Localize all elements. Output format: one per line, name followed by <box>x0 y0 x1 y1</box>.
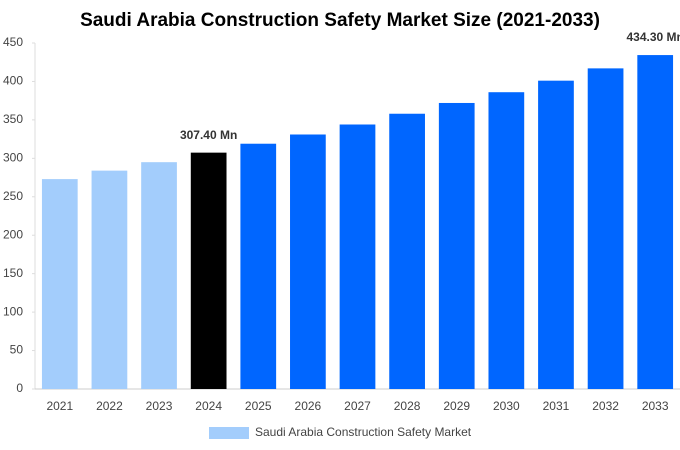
value-label: 307.40 Mn <box>180 128 237 142</box>
x-tick-label: 2023 <box>146 399 173 413</box>
legend-label: Saudi Arabia Construction Safety Market <box>255 425 472 439</box>
x-tick-label: 2021 <box>46 399 73 413</box>
chart-title: Saudi Arabia Construction Safety Market … <box>80 10 600 31</box>
x-tick-label: 2030 <box>493 399 520 413</box>
x-tick-label: 2032 <box>592 399 619 413</box>
bar <box>488 92 525 389</box>
x-tick-label: 2028 <box>394 399 421 413</box>
bar <box>240 143 277 389</box>
y-tick-label: 0 <box>16 381 23 395</box>
y-tick-label: 450 <box>3 35 23 49</box>
bar <box>538 80 574 390</box>
x-tick-label: 2026 <box>295 399 322 413</box>
bar <box>339 124 376 389</box>
y-tick-label: 100 <box>3 304 23 318</box>
bar <box>91 170 128 389</box>
bar <box>141 162 177 389</box>
legend-swatch <box>209 427 249 439</box>
bar <box>190 152 227 389</box>
bar <box>637 55 674 389</box>
y-tick-label: 250 <box>3 189 23 203</box>
y-tick-label: 350 <box>3 112 23 126</box>
y-tick-label: 200 <box>3 227 23 241</box>
x-tick-label: 2027 <box>344 399 371 413</box>
bar <box>438 102 475 390</box>
value-label: 434.30 Mn <box>627 30 680 44</box>
x-tick-label: 2024 <box>195 399 222 413</box>
y-tick-label: 150 <box>3 266 23 280</box>
y-tick-label: 50 <box>10 343 24 357</box>
x-tick-label: 2033 <box>642 399 669 413</box>
x-tick-label: 2025 <box>245 399 272 413</box>
bar <box>389 113 425 389</box>
x-tick-label: 2022 <box>96 399 123 413</box>
y-tick-label: 300 <box>3 151 23 165</box>
x-tick-label: 2031 <box>543 399 570 413</box>
bar <box>587 68 624 389</box>
bar <box>290 134 326 389</box>
x-tick-label: 2029 <box>443 399 470 413</box>
bar <box>41 179 78 389</box>
y-tick-label: 400 <box>3 74 23 88</box>
